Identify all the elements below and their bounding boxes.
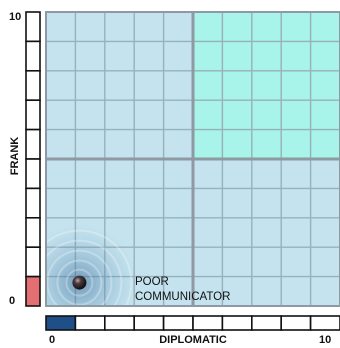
x-tick-min: 0 [49, 334, 55, 346]
y-scale-cell [25, 128, 41, 160]
y-scale [25, 11, 41, 307]
ripple-effect [46, 224, 138, 306]
ripple-ring [56, 259, 103, 306]
y-tick-min: 0 [9, 295, 15, 307]
x-scale [45, 315, 340, 331]
ripple-ring [46, 249, 113, 306]
data-point [72, 275, 87, 290]
y-tick-max: 10 [9, 11, 21, 23]
y-scale-cell [25, 275, 41, 307]
x-scale-cell [45, 315, 77, 331]
x-scale-cell [309, 315, 340, 331]
y-scale-cell [25, 246, 41, 278]
y-scale-cell [25, 187, 41, 219]
y-scale-cell [25, 99, 41, 131]
x-axis-label: DIPLOMATIC [159, 334, 227, 346]
x-scale-cell [74, 315, 106, 331]
x-scale-cell [251, 315, 283, 331]
x-tick-max: 10 [319, 334, 331, 346]
x-scale-cell [280, 315, 312, 331]
x-scale-cell [162, 315, 194, 331]
y-scale-cell [25, 11, 41, 43]
y-scale-cell [25, 40, 41, 72]
quadrant-dividers [46, 12, 340, 306]
ripple-ring [65, 268, 94, 297]
point-label-line-1: POOR [135, 276, 169, 288]
y-axis-label: FRANK [9, 137, 21, 176]
highlight-quadrant [193, 12, 340, 159]
ripple-ring [46, 239, 123, 306]
plot-border [45, 11, 340, 307]
x-scale-cell [192, 315, 224, 331]
y-scale-cell [25, 158, 41, 190]
x-scale-cell [104, 315, 136, 331]
ripple-glow [46, 224, 138, 306]
x-scale-cell [221, 315, 253, 331]
y-scale-cell [25, 217, 41, 249]
ripple-ring [46, 229, 133, 306]
point-label-line-2: COMMUNICATOR [135, 291, 230, 303]
y-scale-cell [25, 70, 41, 102]
x-scale-cell [133, 315, 165, 331]
